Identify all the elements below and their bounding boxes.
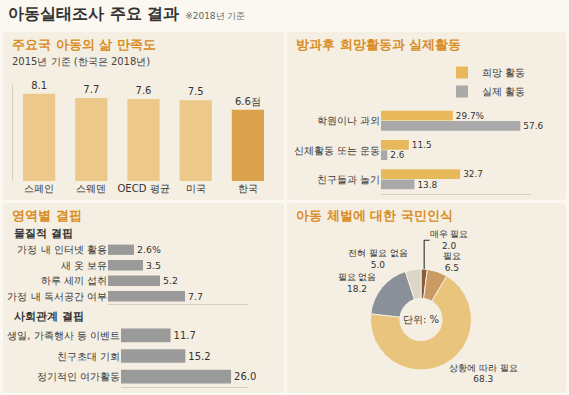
- svg-text:전혀 필요 없음5.0: 전혀 필요 없음5.0: [348, 248, 408, 270]
- svg-text:필요6.5: 필요6.5: [443, 251, 461, 273]
- svg-text:스웨덴: 스웨덴: [76, 183, 106, 194]
- svg-text:7.7: 7.7: [83, 84, 99, 95]
- svg-text:스페인: 스페인: [24, 183, 54, 194]
- svg-text:새 옷 보유: 새 옷 보유: [61, 260, 107, 271]
- svg-text:정기적인 여가활동: 정기적인 여가활동: [37, 371, 120, 382]
- svg-text:친구초대 기회: 친구초대 기회: [57, 351, 120, 362]
- html-text:영역별 결핍: 영역별 결핍: [12, 208, 82, 223]
- svg-text:15.2: 15.2: [188, 351, 210, 362]
- svg-text:실제 활동: 실제 활동: [482, 86, 525, 97]
- svg-text:희망 활동: 희망 활동: [482, 67, 525, 78]
- svg-text:가정 내 인터넷 활용: 가정 내 인터넷 활용: [17, 244, 107, 255]
- svg-text:11.7: 11.7: [174, 330, 196, 341]
- svg-text:가정 내 독서공간 여부: 가정 내 독서공간 여부: [7, 291, 107, 302]
- svg-text:필요 없음18.2: 필요 없음18.2: [338, 272, 377, 294]
- svg-text:8.1: 8.1: [31, 80, 47, 91]
- svg-text:하루 세끼 섭취: 하루 세끼 섭취: [41, 275, 107, 286]
- svg-text:OECD 평균: OECD 평균: [117, 183, 169, 194]
- svg-text:한국: 한국: [238, 183, 258, 194]
- html-text:물질적 결핍: 물질적 결핍: [14, 227, 73, 240]
- svg-text:미국: 미국: [186, 183, 206, 194]
- html-text:2015년 기준 (한국은 2018년): 2015년 기준 (한국은 2018년): [12, 56, 151, 67]
- svg-text:신체활동 또는 운동: 신체활동 또는 운동: [294, 145, 380, 156]
- html-text:아동 체벌에 대한 국민인식: 아동 체벌에 대한 국민인식: [296, 208, 453, 223]
- html-text:사회관계 결핍: 사회관계 결핍: [14, 310, 84, 323]
- html-text:방과후 희망활동과 실제활동: 방과후 희망활동과 실제활동: [296, 37, 462, 52]
- svg-text:친구들과 놀기: 친구들과 놀기: [317, 174, 380, 185]
- svg-text:29.7%: 29.7%: [456, 111, 484, 121]
- svg-text:7.6: 7.6: [136, 85, 152, 96]
- svg-text:13.8: 13.8: [417, 180, 437, 190]
- svg-text:매우 필요2.0: 매우 필요2.0: [430, 229, 469, 251]
- svg-text:57.6: 57.6: [523, 121, 543, 131]
- svg-text:학원이나 과외: 학원이나 과외: [317, 115, 380, 126]
- svg-text:6.6점: 6.6점: [235, 96, 261, 107]
- svg-text:3.5: 3.5: [146, 260, 161, 271]
- svg-text:7.5: 7.5: [188, 86, 204, 97]
- svg-text:상황에 따라 필요68.3: 상황에 따라 필요68.3: [449, 363, 518, 385]
- svg-text:26.0: 26.0: [234, 371, 256, 382]
- svg-text:11.5: 11.5: [412, 140, 432, 150]
- svg-text:32.7: 32.7: [463, 169, 483, 179]
- svg-text:2.6%: 2.6%: [137, 244, 161, 255]
- svg-text:생일, 가족행사 등 이벤트: 생일, 가족행사 등 이벤트: [7, 330, 120, 341]
- svg-text:단위: %: 단위: %: [403, 314, 439, 325]
- svg-text:2.6: 2.6: [390, 150, 404, 160]
- html-text:주요국 아동의 삶 만족도: 주요국 아동의 삶 만족도: [12, 37, 156, 52]
- html-text:아동실태조사 주요 결과 ※2018년 기준: 아동실태조사 주요 결과 ※2018년 기준: [8, 4, 246, 23]
- svg-text:7.7: 7.7: [188, 291, 203, 302]
- svg-text:5.2: 5.2: [163, 275, 178, 286]
